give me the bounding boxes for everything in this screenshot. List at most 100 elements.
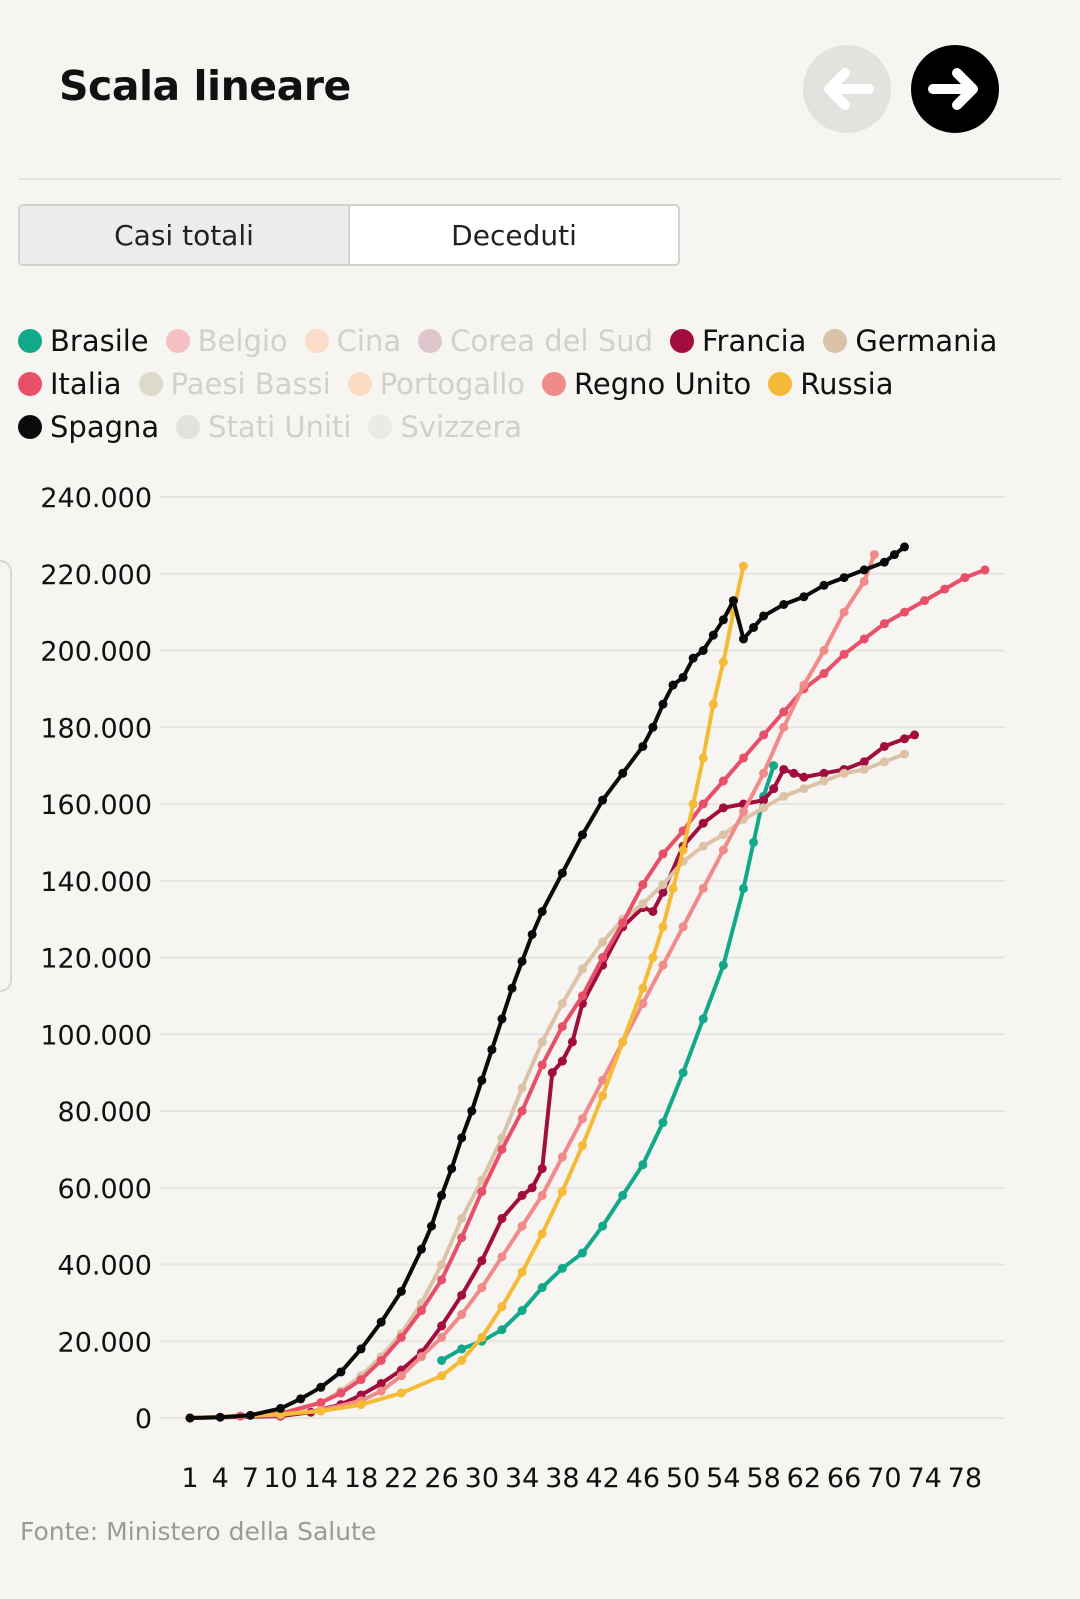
data-point-italia: [920, 596, 930, 606]
data-point-italia: [537, 1060, 547, 1070]
legend-dot-icon: [176, 414, 201, 439]
legend-item-regno-unito[interactable]: Regno Unito: [542, 366, 751, 401]
legend-item-germania[interactable]: Germania: [823, 323, 997, 358]
legend-item-russia[interactable]: Russia: [768, 366, 894, 401]
data-point-germania: [698, 841, 708, 851]
data-point-francia: [799, 772, 809, 782]
source-note: Fonte: Ministero della Salute: [20, 1517, 377, 1546]
data-point-francia: [910, 730, 920, 740]
legend-item-francia[interactable]: Francia: [669, 323, 807, 358]
data-point-spagna: [698, 646, 708, 655]
data-point-germania: [879, 757, 889, 767]
x-tick-label: 46: [626, 1463, 660, 1494]
tab-casi-totali[interactable]: Casi totali: [20, 206, 350, 264]
x-tick-label: 18: [344, 1463, 378, 1494]
data-point-germania: [537, 1037, 547, 1047]
y-tick-label: 180.000: [40, 713, 152, 744]
legend-dot-icon: [418, 328, 443, 353]
legend-label: Regno Unito: [574, 366, 752, 401]
data-point-italia: [618, 918, 628, 928]
x-tick-label: 26: [424, 1463, 458, 1494]
legend-item-spagna[interactable]: Spagna: [18, 409, 159, 444]
data-point-spagna: [718, 615, 728, 625]
data-point-italia: [738, 753, 748, 763]
data-point-italia: [759, 730, 769, 740]
data-point-italia: [940, 584, 950, 594]
legend-dot-icon: [18, 328, 42, 353]
data-point-russia: [618, 1037, 628, 1047]
legend-item-belgio[interactable]: Belgio: [165, 323, 288, 358]
data-point-germania: [598, 937, 608, 947]
series-line-regno-unito: [188, 552, 877, 1420]
legend-dot-icon: [165, 328, 190, 353]
x-tick-label: 22: [384, 1463, 418, 1494]
x-tick-label: 7: [242, 1463, 259, 1494]
legend-item-cina[interactable]: Cina: [304, 323, 402, 358]
data-point-francia: [658, 887, 668, 897]
data-point-russia: [396, 1388, 406, 1398]
data-point-francia: [819, 768, 829, 778]
data-point-italia: [316, 1398, 326, 1408]
data-point-spagna: [396, 1286, 406, 1296]
data-point-spagna: [638, 741, 648, 751]
legend-dot-icon: [542, 371, 566, 396]
data-point-regno-unito: [859, 576, 869, 586]
data-point-italia: [598, 953, 608, 962]
data-point-russia: [678, 845, 688, 855]
legend-item-stati-uniti[interactable]: Stati Uniti: [176, 409, 351, 444]
data-point-italia: [879, 619, 889, 629]
data-point-regno-unito: [396, 1371, 406, 1381]
data-point-spagna: [879, 557, 889, 567]
legend-item-italia[interactable]: Italia: [18, 366, 122, 401]
legend-item-paesi-bassi[interactable]: Paesi Bassi: [138, 366, 331, 401]
x-tick-label: 62: [787, 1463, 821, 1494]
data-point-brasile: [437, 1355, 447, 1365]
data-point-francia: [457, 1290, 467, 1300]
data-point-russia: [537, 1229, 547, 1239]
data-point-francia: [567, 1037, 577, 1047]
data-point-germania: [779, 791, 789, 801]
legend-item-svizzera[interactable]: Svizzera: [368, 409, 522, 444]
y-tick-label: 0: [135, 1404, 152, 1435]
data-point-francia: [537, 1164, 547, 1174]
data-point-francia: [376, 1378, 386, 1388]
data-point-regno-unito: [376, 1386, 386, 1396]
previous-button[interactable]: [803, 45, 891, 133]
data-point-francia: [779, 764, 789, 774]
data-point-brasile: [497, 1325, 507, 1335]
legend-label: Francia: [701, 323, 807, 358]
data-point-spagna: [487, 1045, 497, 1055]
x-tick-label: 74: [907, 1463, 941, 1494]
data-point-russia: [698, 753, 708, 763]
data-point-spagna: [658, 699, 668, 709]
data-point-spagna: [276, 1403, 286, 1413]
data-point-spagna: [557, 868, 567, 878]
x-tick-label: 38: [545, 1463, 579, 1494]
y-tick-label: 160.000: [40, 790, 152, 821]
x-tick-label: 54: [706, 1463, 740, 1494]
data-point-italia: [839, 649, 849, 659]
data-point-italia: [557, 1022, 567, 1032]
legend-label: Russia: [800, 366, 894, 401]
next-button[interactable]: [911, 45, 999, 133]
legend-dot-icon: [368, 414, 393, 439]
legend-item-brasile[interactable]: Brasile: [18, 323, 149, 358]
data-point-spagna: [527, 929, 537, 939]
data-point-italia: [819, 669, 829, 679]
legend-item-corea-del-sud[interactable]: Corea del Sud: [418, 323, 653, 358]
tab-deceduti[interactable]: Deceduti: [451, 218, 577, 252]
data-point-germania: [759, 803, 769, 813]
data-point-francia: [899, 734, 909, 744]
x-tick-label: 58: [746, 1463, 780, 1494]
legend-item-portogallo[interactable]: Portogallo: [347, 366, 525, 401]
data-point-russia: [517, 1267, 527, 1277]
data-point-regno-unito: [839, 607, 849, 617]
data-point-spagna: [749, 622, 759, 632]
legend-label: Italia: [50, 366, 122, 401]
legend-label: Cina: [336, 323, 402, 358]
data-point-spagna: [598, 795, 608, 805]
data-point-italia: [718, 776, 728, 786]
data-point-spagna: [728, 596, 738, 606]
data-point-regno-unito: [457, 1309, 467, 1319]
data-point-germania: [557, 999, 567, 1009]
